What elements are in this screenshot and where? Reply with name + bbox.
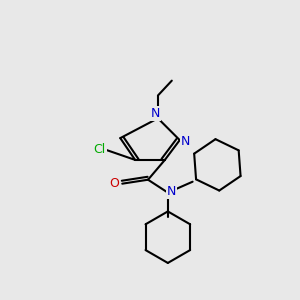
Text: Cl: Cl <box>93 142 106 155</box>
Text: N: N <box>150 107 160 120</box>
Text: O: O <box>110 177 119 190</box>
Text: N: N <box>181 135 190 148</box>
Text: N: N <box>167 185 176 198</box>
